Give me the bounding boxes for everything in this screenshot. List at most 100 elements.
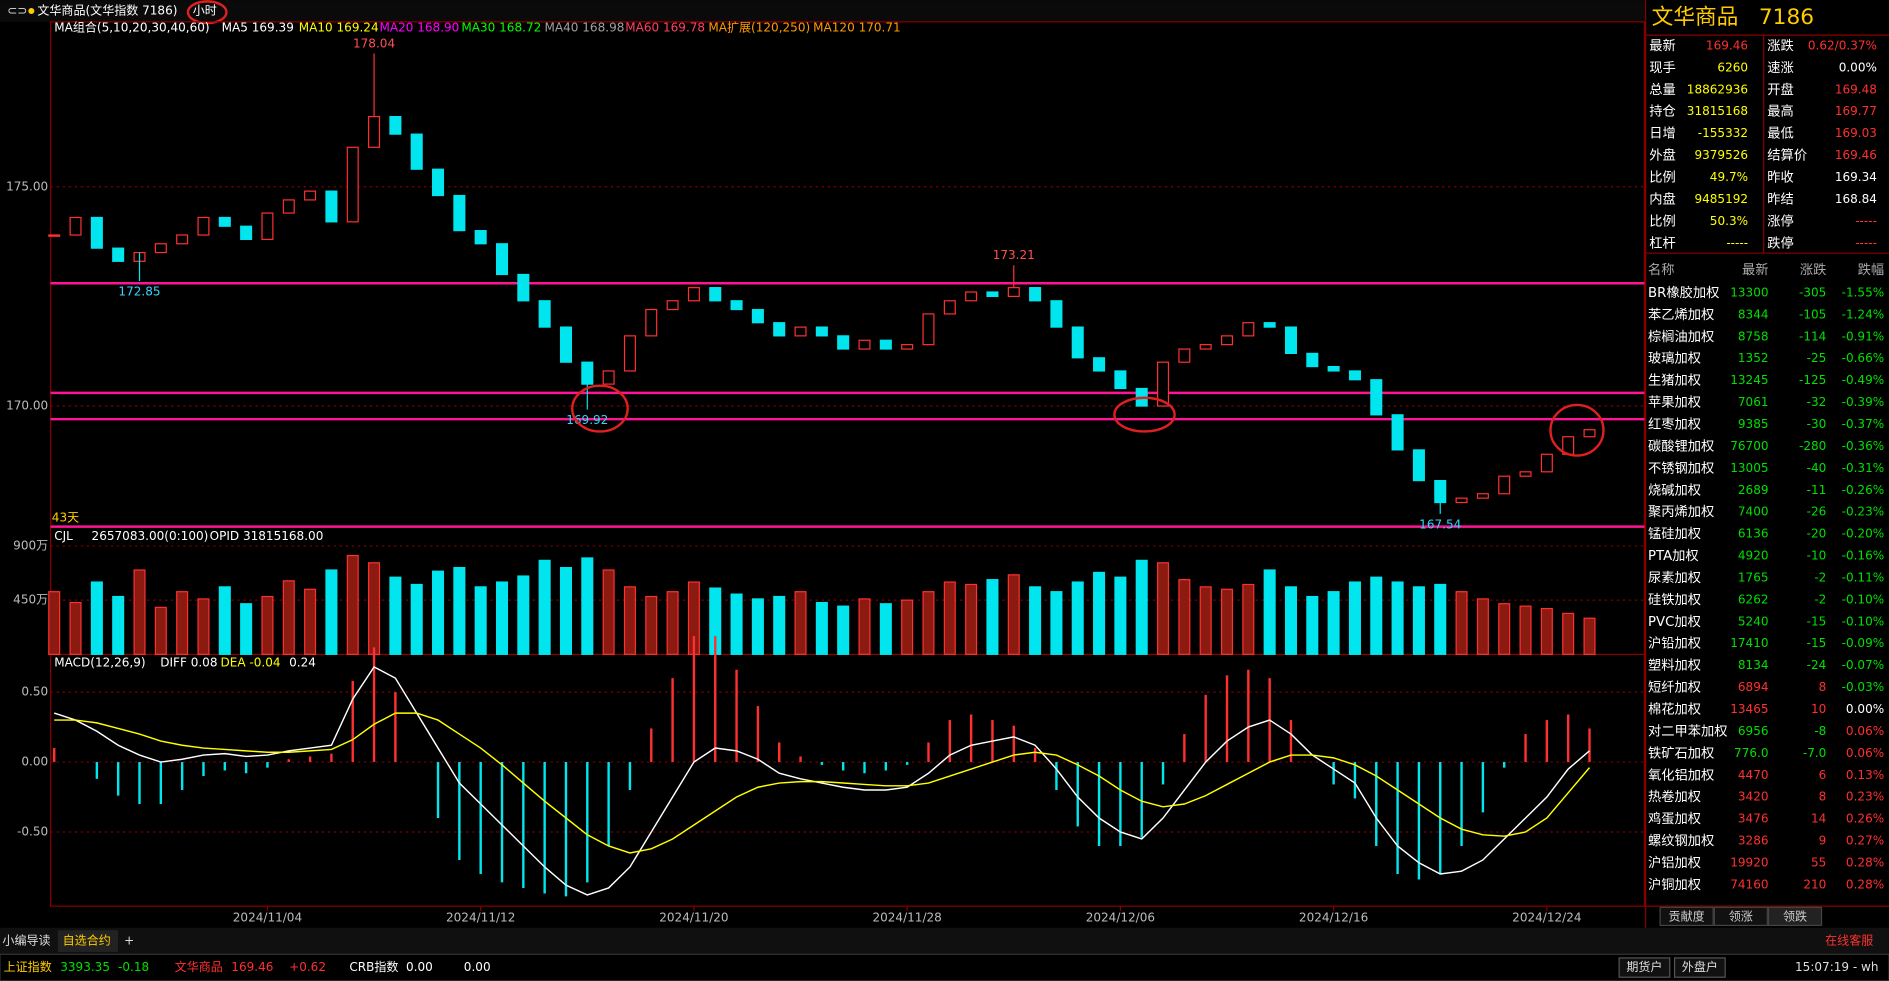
list-tab-label[interactable]: 领涨: [1729, 908, 1753, 923]
service-label[interactable]: 在线客服: [1825, 933, 1873, 948]
contract-pct: -0.20%: [1842, 527, 1885, 541]
contract-list: 名称 最新 涨跌 跌幅 BR橡胶加权 13300 -305 -1.55% 苯乙烯加权 8344 -1…: [1648, 262, 1884, 927]
contract-pct: -0.66%: [1842, 351, 1885, 365]
contract-price: 776.0: [1734, 746, 1768, 760]
list-row[interactable]: 沪铅加权 17410 -15 -0.09%: [1648, 635, 1884, 652]
tab-label[interactable]: 自选合约: [63, 933, 111, 948]
list-row[interactable]: 尿素加权 1765 -2 -0.11%: [1648, 569, 1884, 586]
list-row[interactable]: 苯乙烯加权 8344 -105 -1.24%: [1648, 306, 1884, 323]
list-row[interactable]: 生猪加权 13245 -125 -0.49%: [1648, 372, 1884, 389]
candle: [1157, 361, 1170, 407]
index-name: 文华商品: [175, 959, 223, 974]
quote-label: 结算价: [1767, 148, 1807, 164]
status-button-label[interactable]: 外盘户: [1682, 959, 1718, 974]
candle: [1327, 365, 1340, 372]
volume-bar: [474, 586, 487, 655]
volume-bar: [858, 598, 871, 655]
status-button[interactable]: [1618, 957, 1671, 978]
list-row[interactable]: BR橡胶加权 13300 -305 -1.55%: [1648, 284, 1884, 301]
quote-value: 0.00%: [1839, 60, 1877, 74]
period[interactable]: 小时: [193, 4, 217, 18]
quote-value: 169.34: [1835, 170, 1877, 184]
list-tab-label[interactable]: 领跌: [1783, 908, 1807, 923]
list-row[interactable]: 热卷加权 3420 8 0.23%: [1648, 788, 1884, 805]
legend-item: MA60 169.78: [625, 20, 705, 34]
contract-name: PTA加权: [1648, 547, 1699, 564]
list-row[interactable]: 红枣加权 9385 -30 -0.37%: [1648, 415, 1884, 432]
volume-bar: [1327, 591, 1340, 655]
candle: [922, 313, 935, 346]
contract-pct: -1.55%: [1842, 285, 1885, 299]
contract-pct: -0.91%: [1842, 329, 1885, 343]
status-button-label[interactable]: 期货户: [1626, 959, 1662, 974]
list-tab[interactable]: [1767, 906, 1823, 927]
list-row[interactable]: 不锈钢加权 13005 -40 -0.31%: [1648, 459, 1884, 476]
contract-price: 76700: [1730, 439, 1768, 453]
candle: [325, 190, 338, 223]
list-row[interactable]: 铁矿石加权 776.0 -7.0 0.06%: [1648, 744, 1884, 761]
candle: [495, 243, 509, 276]
list-row[interactable]: 螺纹钢加权 3286 9 0.27%: [1648, 832, 1884, 849]
list-row[interactable]: 硅铁加权 6262 -2 -0.10%: [1648, 591, 1884, 608]
list-row[interactable]: PVC加权 5240 -15 -0.10%: [1648, 613, 1884, 630]
quote-label: 比例: [1649, 213, 1676, 229]
volume-bar: [48, 591, 61, 655]
list-row[interactable]: 沪铜加权 74160 210 0.28%: [1648, 876, 1884, 893]
volume-bar: [1199, 586, 1212, 655]
candle: [517, 273, 530, 302]
quote-value: 49.7%: [1710, 170, 1748, 184]
contract-name: 沪铅加权: [1648, 635, 1701, 652]
volume-bar: [154, 606, 167, 655]
list-row[interactable]: 烧碱加权 2689 -11 -0.26%: [1648, 481, 1884, 498]
list-row[interactable]: 苹果加权 7061 -32 -0.39%: [1648, 394, 1884, 411]
list-row[interactable]: 沪铝加权 19920 55 0.28%: [1648, 854, 1884, 871]
candle: [687, 287, 700, 302]
list-row[interactable]: 聚丙烯加权 7400 -26 -0.23%: [1648, 503, 1884, 520]
candle: [1263, 322, 1276, 328]
chart-area: 170.00 175.00 178.04 172.85 169.92 173.21 167.…: [6, 36, 1645, 925]
quote-value: 9485192: [1694, 192, 1748, 206]
legend-item: MA30 168.72: [461, 20, 541, 34]
list-row[interactable]: 短纤加权 6894 8 -0.03%: [1648, 679, 1884, 696]
volume-bar: [879, 603, 892, 655]
candle: [1199, 344, 1212, 350]
chart-frame: [49, 21, 1646, 907]
list-row[interactable]: 锰硅加权 6136 -20 -0.20%: [1648, 525, 1884, 542]
list-row[interactable]: 对二甲苯加权 6956 -8 0.06%: [1648, 722, 1884, 739]
list-tab[interactable]: [1713, 906, 1768, 927]
list-row[interactable]: 玻璃加权 1352 -25 -0.66%: [1648, 350, 1884, 367]
contract-pct: -0.10%: [1842, 614, 1885, 628]
list-tab[interactable]: [1659, 906, 1714, 927]
legend-item: MA120 170.71: [813, 20, 901, 34]
quote-label: 持仓: [1649, 104, 1676, 120]
volume-bar: [69, 601, 82, 655]
volume-bar: [218, 586, 231, 655]
contract-price: 2689: [1738, 483, 1769, 497]
contract-price: 1765: [1738, 570, 1769, 584]
list-tab-label[interactable]: 贡献度: [1669, 908, 1705, 923]
list-row[interactable]: 塑料加权 8134 -24 -0.07%: [1648, 657, 1884, 674]
tab-active[interactable]: [57, 930, 119, 952]
contract-price: 6956: [1738, 724, 1769, 738]
list-row[interactable]: 氧化铝加权 4470 6 0.13%: [1648, 766, 1884, 783]
candle: [943, 300, 956, 315]
contract-pct: 0.28%: [1846, 855, 1884, 869]
tab-label[interactable]: +: [124, 934, 134, 948]
list-row[interactable]: 鸡蛋加权 3476 14 0.26%: [1648, 810, 1884, 827]
tab-label[interactable]: 小编导读: [2, 933, 50, 948]
candle: [1114, 370, 1127, 390]
list-row[interactable]: 碳酸锂加权 76700 -280 -0.36%: [1648, 437, 1884, 454]
candle: [1583, 429, 1596, 438]
status-button[interactable]: [1673, 957, 1726, 978]
contract-price: 74160: [1730, 877, 1768, 891]
list-row[interactable]: 棕榈油加权 8758 -114 -0.91%: [1648, 328, 1884, 345]
candle: [1284, 326, 1298, 355]
list-row[interactable]: PTA加权 4920 -10 -0.16%: [1648, 547, 1884, 564]
legend-item: MA组合(5,10,20,30,40,60): [54, 19, 209, 34]
list-row[interactable]: 棉花加权 13465 10 0.00%: [1648, 701, 1884, 718]
quote-label: 昨结: [1767, 191, 1794, 207]
candle: [218, 216, 231, 227]
quote-label: 杠杆: [1649, 235, 1676, 251]
volume-bar: [1135, 559, 1148, 655]
